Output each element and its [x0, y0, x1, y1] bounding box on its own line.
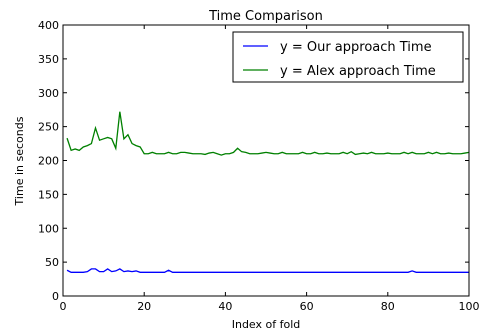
- x-tick-label: 0: [60, 300, 67, 313]
- chart-title: Time Comparison: [208, 9, 323, 24]
- y-tick-label: 300: [38, 87, 59, 100]
- y-tick-label: 200: [38, 155, 59, 168]
- x-axis-ticks: 0 20 40 60 80 100: [60, 25, 480, 313]
- y-tick-label: 100: [38, 222, 59, 235]
- y-axis-label: Time in seconds: [13, 116, 26, 206]
- y-tick-label: 250: [38, 121, 59, 134]
- x-tick-label: 80: [381, 300, 395, 313]
- y-tick-label: 0: [52, 290, 59, 303]
- x-tick-label: 60: [300, 300, 314, 313]
- legend-box: [232, 31, 464, 83]
- legend-label-alex-approach: y = Alex approach Time: [280, 64, 436, 79]
- y-tick-label: 50: [45, 256, 59, 269]
- x-tick-label: 100: [459, 300, 480, 313]
- y-tick-label: 150: [38, 188, 59, 201]
- y-tick-label: 350: [38, 53, 59, 66]
- x-axis-label: Index of fold: [232, 318, 301, 331]
- legend-label-our-approach: y = Our approach Time: [280, 40, 432, 55]
- plot-area-frame: [62, 24, 470, 297]
- series-line-0: [66, 268, 469, 273]
- legend: y = Our approach Time y = Alex approach …: [232, 31, 464, 83]
- x-tick-label: 20: [137, 300, 151, 313]
- y-axis-ticks: 0 50 100 150 200 250 300 350 400: [38, 19, 469, 303]
- plot-lines: [66, 111, 470, 273]
- series-line-1: [66, 111, 470, 156]
- x-tick-label: 40: [218, 300, 232, 313]
- y-tick-label: 400: [38, 19, 59, 32]
